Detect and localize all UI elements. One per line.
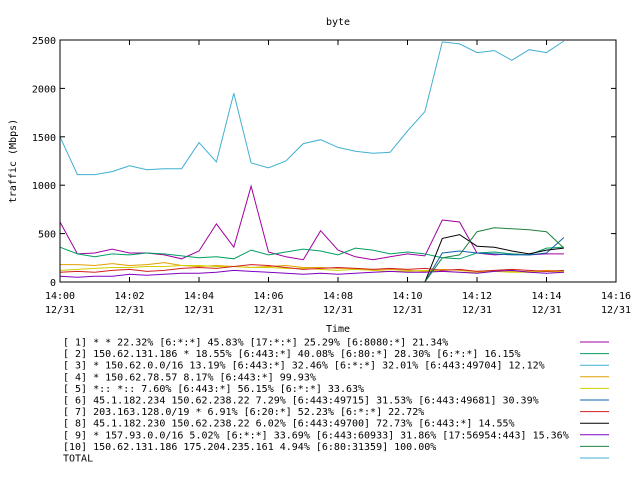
x-tick-date: 12/31 xyxy=(392,305,422,316)
x-tick-time: 14:00 xyxy=(45,291,75,302)
x-tick-time: 14:02 xyxy=(114,291,144,302)
x-tick-date: 12/31 xyxy=(531,305,561,316)
legend-label: [ 7] 203.163.128.0/19 * 6.91% [6:20:*] 5… xyxy=(63,407,424,418)
x-tick-time: 14:08 xyxy=(323,291,353,302)
x-tick-date: 12/31 xyxy=(45,305,75,316)
legend-label: [ 6] 45.1.182.234 150.62.238.22 7.29% [6… xyxy=(63,396,539,407)
y-tick-label: 2500 xyxy=(32,36,56,47)
x-tick-date: 12/31 xyxy=(323,305,353,316)
x-tick-date: 12/31 xyxy=(462,305,492,316)
legend-label: [ 8] 45.1.182.230 150.62.238.22 6.02% [6… xyxy=(63,419,515,430)
x-tick-date: 12/31 xyxy=(253,305,283,316)
y-axis: 0 500 1000 1500 2000 2500 xyxy=(32,36,616,289)
y-tick-label: 500 xyxy=(38,230,56,241)
x-tick-date: 12/31 xyxy=(184,305,214,316)
legend-label: [ 9] * 157.93.0.0/16 5.02% [6:*:*] 33.69… xyxy=(63,430,569,441)
x-tick-date: 12/31 xyxy=(601,305,631,316)
plot-frame xyxy=(59,39,617,283)
x-tick-time: 14:12 xyxy=(462,291,492,302)
legend-label: [ 4] * 150.62.78.57 8.17% [6:443:*] 99.9… xyxy=(63,372,316,383)
y-axis-label: traffic (Mbps) xyxy=(8,119,19,203)
x-axis-label: Time xyxy=(326,324,350,335)
y-tick-label: 1000 xyxy=(32,181,56,192)
legend-label: [ 5] *:: *:: 7.60% [6:443:*] 56.15% [6:*… xyxy=(63,384,364,395)
x-tick-date: 12/31 xyxy=(114,305,144,316)
series-line-9 xyxy=(59,269,564,278)
legend-label: [ 2] 150.62.131.186 * 18.55% [6:443:*] 4… xyxy=(63,349,521,360)
legend-label: TOTAL xyxy=(63,454,93,465)
x-tick-time: 14:14 xyxy=(531,291,561,302)
x-tick-time: 14:06 xyxy=(253,291,283,302)
x-tick-time: 14:10 xyxy=(392,291,422,302)
x-axis: 14:00 12/31 14:02 12/31 14:04 12/31 14:06 12/31… xyxy=(45,40,631,316)
legend: [ 1] * * 22.32% [6:*:*] 45.83% [17:*:*] … xyxy=(63,338,609,465)
x-tick-time: 14:16 xyxy=(601,291,631,302)
legend-label: [ 3] * 150.62.0.0/16 13.19% [6:443:*] 32… xyxy=(63,361,545,372)
plot-series xyxy=(59,40,565,283)
y-tick-label: 0 xyxy=(50,278,56,289)
legend-label: [ 1] * * 22.32% [6:*:*] 45.83% [17:*:*] … xyxy=(63,338,448,349)
series-line-3 xyxy=(59,40,565,176)
chart-title: byte xyxy=(326,17,350,28)
series-line-7 xyxy=(59,264,564,273)
y-tick-label: 2000 xyxy=(32,84,56,95)
series-line-1 xyxy=(59,184,564,261)
series-line-6 xyxy=(60,237,565,283)
legend-label: [10] 150.62.131.186 175.204.235.161 4.94… xyxy=(63,442,436,453)
y-tick-label: 1500 xyxy=(32,133,56,144)
x-tick-time: 14:04 xyxy=(184,291,214,302)
